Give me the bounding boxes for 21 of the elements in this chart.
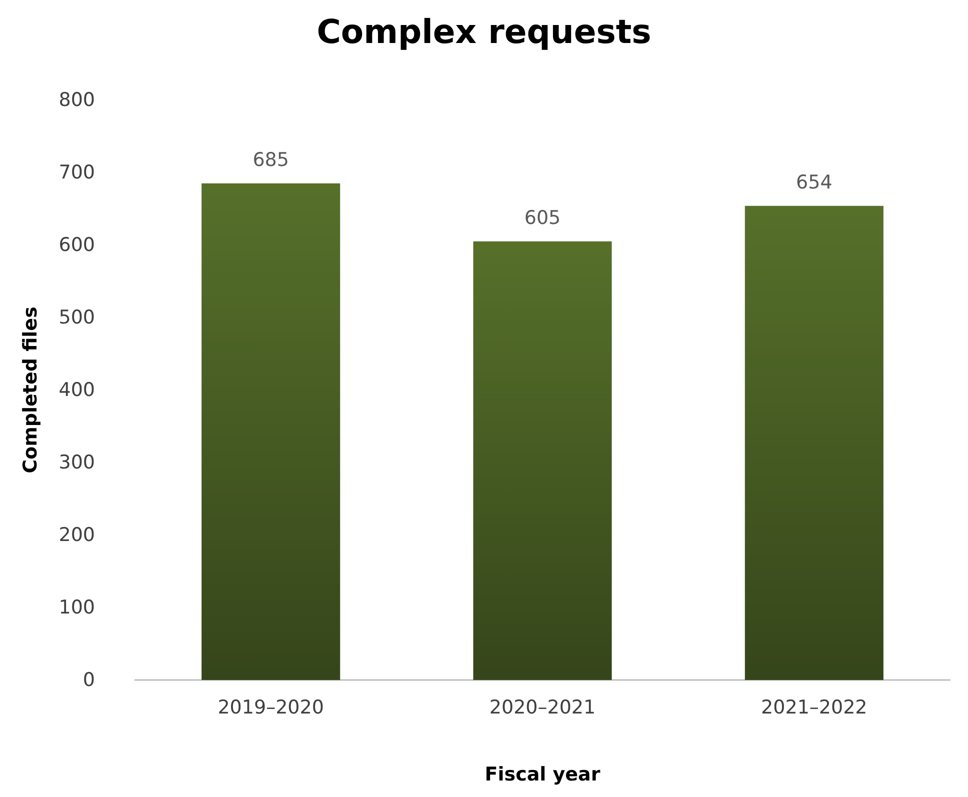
- data-label: 654: [796, 171, 832, 194]
- y-tick-label: 300: [58, 452, 95, 474]
- bar: [744, 206, 884, 680]
- y-tick-label: 700: [58, 162, 95, 184]
- data-label: 605: [524, 206, 561, 229]
- x-axis-title: Fiscal year: [484, 764, 601, 786]
- y-tick-label: 500: [58, 306, 95, 328]
- bar: [473, 241, 612, 680]
- y-tick-label: 100: [58, 596, 95, 618]
- y-tick-label: 600: [58, 234, 95, 256]
- x-tick-label: 2020–2021: [489, 696, 596, 718]
- y-tick-label: 400: [58, 379, 95, 401]
- y-tick-label: 800: [58, 89, 95, 111]
- y-tick-label: 0: [82, 669, 95, 691]
- x-tick-label: 2021–2022: [761, 696, 868, 718]
- data-label: 685: [252, 148, 289, 171]
- y-tick-label: 200: [58, 524, 95, 546]
- bar: [202, 183, 340, 680]
- y-axis-title: Completed files: [20, 306, 42, 474]
- x-tick-label: 2019–2020: [218, 696, 324, 718]
- chart-title: Complex requests: [316, 12, 652, 51]
